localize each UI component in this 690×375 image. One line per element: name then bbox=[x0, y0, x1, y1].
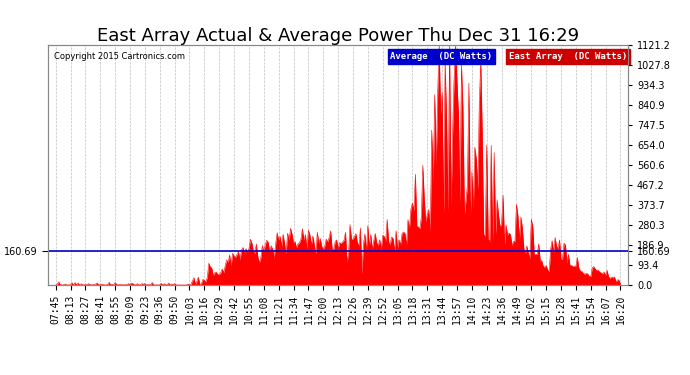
Text: East Array  (DC Watts): East Array (DC Watts) bbox=[509, 52, 627, 61]
Text: Copyright 2015 Cartronics.com: Copyright 2015 Cartronics.com bbox=[54, 52, 185, 61]
Title: East Array Actual & Average Power Thu Dec 31 16:29: East Array Actual & Average Power Thu De… bbox=[97, 27, 579, 45]
Text: Average  (DC Watts): Average (DC Watts) bbox=[391, 52, 493, 61]
